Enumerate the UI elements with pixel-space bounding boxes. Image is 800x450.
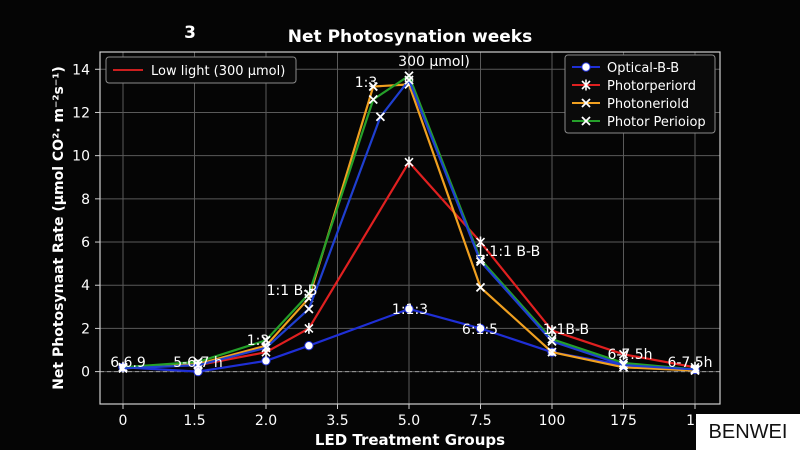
legend-left: Low light (300 µmol) — [105, 56, 297, 84]
x-axis-label: LED Treatment Groups — [315, 431, 505, 449]
data-point — [261, 343, 271, 353]
data-point — [368, 94, 378, 105]
x-tick-label: 1.5 — [183, 413, 205, 429]
data-point — [475, 282, 486, 293]
legend-entry-label: Photorperiord — [607, 79, 696, 94]
legend-entry-label: Photor Perioiop — [607, 115, 706, 130]
annotations: 6 6.9 5-6.7 h 1:3 1:1 B-B 1:3 300 µmol) 1:1:3 6… — [110, 54, 712, 371]
y-tick-label: 12 — [72, 105, 90, 121]
data-point — [404, 304, 414, 314]
annotation-label: 1:3 — [247, 333, 270, 349]
x-tick-label: 0 — [119, 413, 128, 429]
data-point — [261, 335, 271, 345]
series-line — [122, 78, 696, 371]
legend-right: Optical-B-B Photorperiord Photoneriold Phot… — [564, 54, 716, 134]
annotation-label: 1:1:1 B-B — [476, 244, 540, 260]
series-4 — [118, 71, 700, 375]
series-line — [122, 74, 696, 371]
series-group — [118, 71, 700, 377]
chart-title: Net Photosynation weeks — [288, 27, 532, 47]
data-point — [261, 356, 271, 366]
series-line — [122, 83, 696, 372]
y-tick-label: 4 — [81, 278, 90, 294]
y-axis-label: Net Photosynaat Rate (µmol CO²· m⁻²s⁻¹) — [51, 66, 67, 390]
x-tick-label: 100 — [539, 413, 566, 429]
data-point — [581, 79, 591, 91]
y-tick-label: 10 — [72, 149, 90, 165]
y-tick-label: 8 — [81, 192, 90, 208]
annotation-label: 1:1B-B — [543, 322, 589, 338]
legend-left-label: Low light (300 µmol) — [151, 64, 285, 79]
annotation-label: 1:3 — [355, 75, 378, 91]
data-point — [618, 348, 629, 360]
watermark-badge: BENWEI — [696, 414, 800, 450]
data-point — [193, 360, 203, 370]
data-point — [475, 323, 486, 334]
data-point — [581, 98, 591, 108]
annotation-label: 300 µmol) — [398, 54, 470, 70]
data-point — [304, 289, 314, 299]
annotation-label: 1:1:3 — [392, 302, 428, 318]
x-tick-label: 175 — [610, 413, 637, 429]
x-tick-label: 2.0 — [255, 413, 277, 429]
annotation-label: 6:1:5 — [462, 322, 498, 338]
annotation-label: 5-6.7 h — [173, 355, 223, 371]
data-point — [375, 112, 386, 122]
legend-entry-label: Optical-B-B — [607, 61, 679, 76]
legend-entry-label: Photoneriold — [607, 97, 689, 112]
corner-label: 3 — [184, 23, 196, 43]
data-point — [404, 75, 414, 85]
annotation-label: 6-7.5h — [607, 347, 652, 363]
series-5 — [118, 75, 700, 375]
y-tick-label: 0 — [81, 365, 90, 381]
data-point — [475, 236, 486, 248]
annotation-label: 1:1 B-B — [267, 283, 318, 299]
y-tick-label: 6 — [81, 235, 90, 251]
y-axis: 0 2 4 6 8 10 12 14 — [72, 62, 100, 381]
data-point — [404, 156, 414, 168]
x-tick-label: 5.0 — [398, 413, 420, 429]
data-point — [547, 347, 557, 357]
y-tick-label: 2 — [81, 321, 90, 337]
data-point — [581, 116, 591, 126]
data-point — [690, 364, 700, 375]
legend-left-box — [105, 56, 297, 84]
annotation-label: 6 6.9 — [110, 355, 146, 371]
legend-right-box — [564, 54, 716, 134]
data-point — [618, 360, 629, 370]
data-point — [304, 322, 314, 334]
data-point — [581, 62, 591, 72]
data-point — [304, 304, 314, 314]
data-point — [118, 363, 128, 374]
x-tick-label: 3.5 — [326, 413, 348, 429]
data-point — [475, 256, 486, 267]
x-axis: 0 1.5 2.0 3.5 5.0 7.5 100 175 10 — [119, 404, 704, 429]
data-point — [547, 325, 557, 337]
plot-frame — [99, 51, 721, 405]
data-point — [547, 336, 557, 347]
x-tick-label: 7.5 — [469, 413, 491, 429]
annotation-label: 6-7.5h — [667, 355, 712, 371]
data-point — [368, 81, 378, 92]
y-tick-label: 14 — [72, 62, 90, 78]
data-point — [304, 340, 314, 351]
